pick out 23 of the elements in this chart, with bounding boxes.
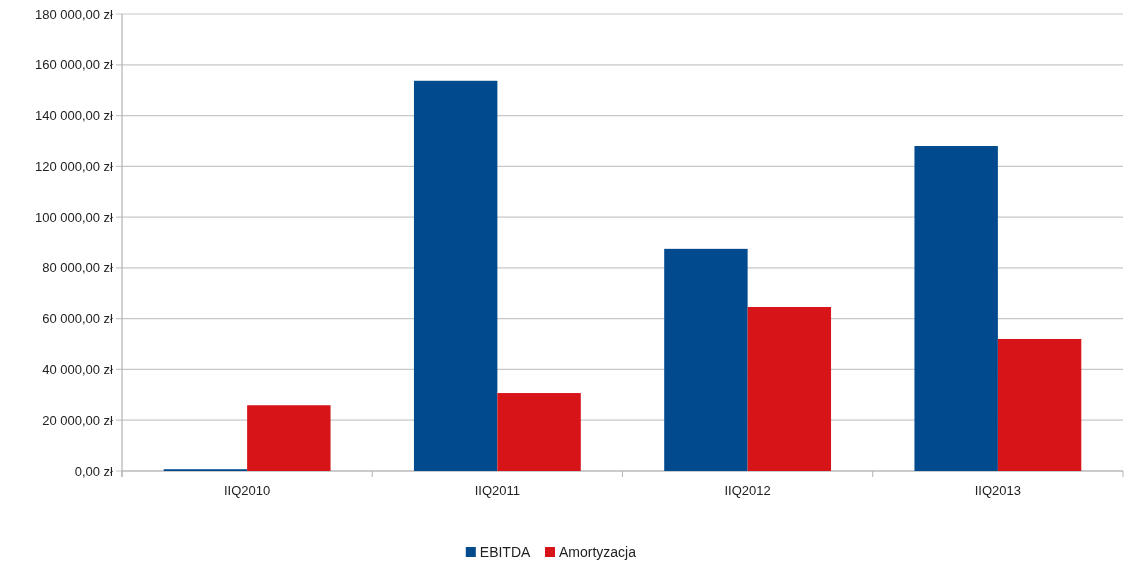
- bar: [997, 338, 1082, 471]
- y-tick-label: 120 000,00 zł: [34, 158, 114, 174]
- legend-label: EBITDA: [479, 543, 532, 560]
- legend-label: Amortyzacja: [559, 543, 637, 560]
- y-tick-label: 40 000,00 zł: [42, 361, 114, 377]
- y-tick-label: 180 000,00 zł: [34, 6, 114, 22]
- x-tick-label: IIQ2010: [223, 483, 271, 498]
- x-tick-label: IIQ2013: [974, 483, 1022, 498]
- y-tick-label: 140 000,00 zł: [34, 108, 114, 124]
- y-tick-label: 160 000,00 zł: [34, 57, 114, 73]
- bar: [413, 80, 498, 471]
- y-tick-label: 0,00 zł: [74, 463, 114, 479]
- bar: [914, 146, 998, 471]
- y-tick-label: 20 000,00 zł: [42, 412, 114, 428]
- x-tick-label: IIQ2011: [474, 483, 521, 498]
- bar: [497, 393, 581, 471]
- y-tick-label: 100 000,00 zł: [34, 209, 114, 225]
- y-tick-label: 80 000,00 zł: [42, 260, 114, 276]
- bar: [664, 248, 748, 471]
- bar: [247, 405, 331, 471]
- y-tick-label: 60 000,00 zł: [42, 311, 114, 327]
- x-tick-label: IIQ2012: [724, 483, 771, 498]
- bar: [747, 306, 832, 471]
